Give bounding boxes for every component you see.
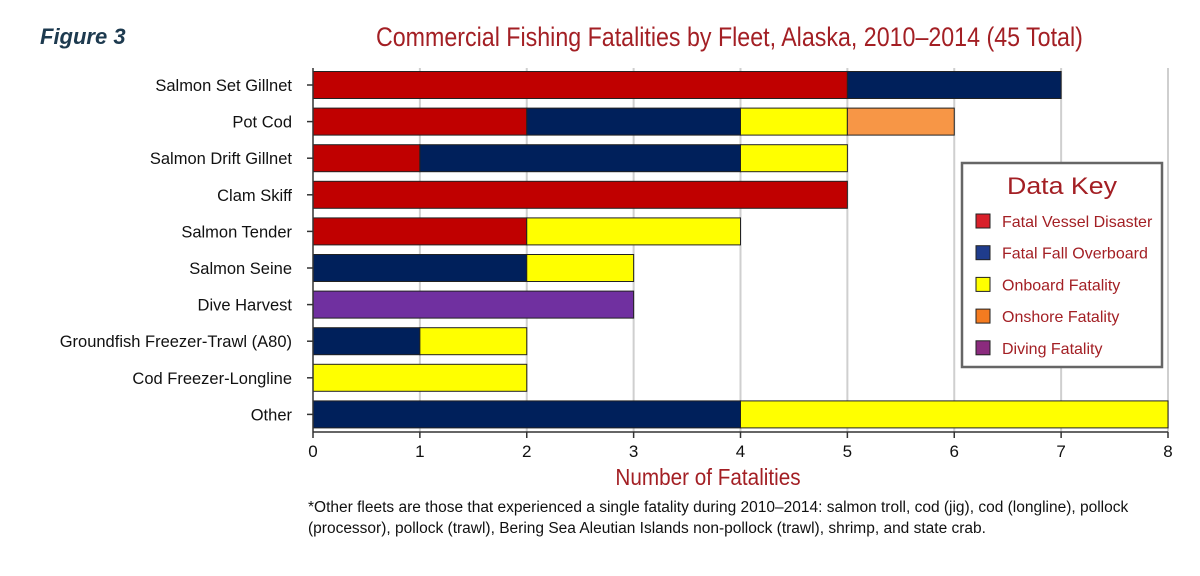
category-label: Salmon Tender — [181, 223, 292, 241]
bar-segment — [312, 254, 528, 282]
legend-label: Fatal Vessel Disaster — [1002, 214, 1153, 231]
bar-segment — [312, 180, 848, 209]
x-tick-label: 5 — [843, 442, 852, 461]
bar-segment — [526, 254, 635, 282]
bar-segment — [312, 290, 635, 319]
bar-segment — [312, 363, 528, 392]
legend-box — [960, 161, 1164, 369]
x-tick-label: 3 — [629, 442, 638, 461]
legend-swatch — [975, 213, 991, 229]
category-label: Other — [251, 406, 293, 424]
x-tick-label: 4 — [736, 442, 745, 461]
bar-segment — [312, 327, 421, 356]
bar-segment — [312, 71, 848, 99]
x-tick-label: 1 — [415, 442, 424, 461]
category-label: Dive Harvest — [198, 297, 293, 315]
bar-segment — [419, 327, 528, 356]
category-label: Cod Freezer-Longline — [132, 370, 292, 388]
bar-segment — [740, 144, 848, 173]
bar-segment — [740, 107, 848, 136]
bar-segment — [419, 144, 741, 173]
x-tick-label: 8 — [1163, 442, 1172, 461]
legend-label: Onshore Fatality — [1002, 309, 1119, 326]
legend-swatch — [975, 276, 991, 292]
footnote: *Other fleets are those that experienced… — [308, 499, 1129, 537]
chart-title: Commercial Fishing Fatalities by Fleet, … — [376, 22, 1083, 52]
bar-segment — [526, 107, 741, 136]
bar-segment — [312, 400, 741, 429]
figure-label: Figure 3 — [40, 24, 126, 49]
legend-label: Fatal Fall Overboard — [1002, 246, 1148, 263]
category-label: Clam Skiff — [217, 187, 292, 205]
bar-segment — [312, 144, 421, 173]
category-label: Groundfish Freezer-Trawl (A80) — [60, 333, 292, 351]
category-label: Salmon Seine — [189, 260, 292, 278]
category-label: Salmon Set Gillnet — [155, 77, 292, 95]
x-tick-label: 7 — [1056, 442, 1065, 461]
legend-swatch — [975, 245, 991, 261]
category-label: Pot Cod — [232, 114, 292, 132]
x-tick-label: 2 — [522, 442, 531, 461]
bar-segment — [740, 400, 1169, 429]
bar-segment — [846, 107, 955, 136]
legend-swatch — [975, 308, 991, 324]
legend-swatch — [975, 340, 991, 356]
x-axis-label: Number of Fatalities — [615, 464, 801, 490]
legend-title: Data Key — [1007, 173, 1117, 200]
x-tick-label: 0 — [308, 442, 317, 461]
category-label: Salmon Drift Gillnet — [150, 150, 293, 168]
legend-label: Onboard Fatality — [1002, 277, 1120, 294]
bar-segment — [312, 217, 528, 246]
legend-label: Diving Fatality — [1002, 341, 1102, 358]
bar-segment — [846, 71, 1062, 99]
bar-segment — [312, 107, 528, 136]
x-tick-label: 6 — [950, 442, 959, 461]
bar-segment — [526, 217, 741, 246]
